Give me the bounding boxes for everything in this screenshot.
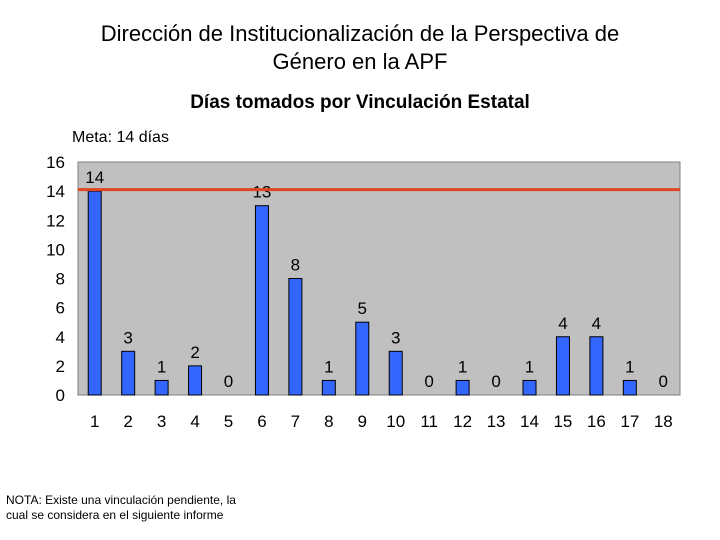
- bar: [555, 336, 570, 396]
- y-tick-label: 2: [56, 357, 65, 376]
- x-tick-label: 4: [190, 412, 199, 431]
- x-tick-label: 14: [520, 412, 539, 431]
- x-tick-label: 13: [487, 412, 506, 431]
- x-tick-label: 6: [257, 412, 266, 431]
- target-label: Meta: 14 días: [72, 129, 169, 146]
- y-tick-label: 8: [56, 270, 65, 289]
- y-tick-label: 10: [46, 240, 65, 259]
- data-label: 0: [659, 372, 668, 391]
- x-tick-label: 2: [123, 412, 132, 431]
- slide-title-line-2: Género en la APF: [272, 49, 448, 74]
- bar: [455, 379, 470, 396]
- x-tick-label: 5: [224, 412, 233, 431]
- data-label: 5: [358, 299, 367, 318]
- x-tick-label: 9: [358, 412, 367, 431]
- data-label: 1: [625, 357, 634, 376]
- data-label: 1: [324, 357, 333, 376]
- bars: [87, 190, 637, 396]
- slide-title: Dirección de Institucionalización de la …: [0, 20, 720, 76]
- y-tick-label: 0: [56, 386, 65, 405]
- bar: [622, 379, 637, 396]
- bar: [87, 190, 102, 396]
- bar: [388, 350, 403, 396]
- bar: [288, 278, 303, 396]
- y-tick-label: 16: [46, 153, 65, 172]
- data-label: 4: [558, 314, 567, 333]
- data-label: 0: [224, 372, 233, 391]
- data-label: 3: [123, 328, 132, 347]
- data-label: 13: [252, 183, 271, 202]
- data-label: 0: [491, 372, 500, 391]
- x-tick-label: 16: [587, 412, 606, 431]
- footnote: NOTA: Existe una vinculación pendiente, …: [6, 493, 236, 522]
- data-label: 1: [525, 357, 534, 376]
- bar: [522, 379, 537, 396]
- x-tick-label: 10: [386, 412, 405, 431]
- data-label: 4: [592, 314, 601, 333]
- data-label: 1: [157, 357, 166, 376]
- x-tick-label: 8: [324, 412, 333, 431]
- y-tick-label: 4: [56, 328, 65, 347]
- x-tick-label: 3: [157, 412, 166, 431]
- bar: [589, 336, 604, 396]
- x-tick-label: 12: [453, 412, 472, 431]
- chart-title: Días tomados por Vinculación Estatal: [190, 92, 530, 113]
- x-tick-label: 7: [291, 412, 300, 431]
- y-tick-label: 12: [46, 211, 65, 230]
- y-tick-label: 14: [46, 182, 65, 201]
- data-label: 14: [85, 168, 104, 187]
- data-label: 3: [391, 328, 400, 347]
- bar: [355, 321, 370, 396]
- y-axis-ticks: 0 2 4 6 8 10 12 14 16: [46, 153, 65, 405]
- plot-area: [77, 161, 681, 396]
- x-tick-label: 15: [553, 412, 572, 431]
- x-tick-label: 11: [420, 412, 438, 431]
- data-label: 1: [458, 357, 467, 376]
- x-tick-label: 17: [620, 412, 639, 431]
- bar: [321, 379, 336, 396]
- data-label: 0: [424, 372, 433, 391]
- data-label: 8: [291, 256, 300, 275]
- bar: [121, 350, 136, 396]
- slide-title-line-1: Dirección de Institucionalización de la …: [100, 21, 620, 46]
- x-axis-ticks: 1 2 3 4 5 6 7 8 9 10 11 12 13 14 15 16 17 18: [90, 412, 673, 431]
- data-label: 2: [190, 343, 199, 362]
- x-tick-label: 1: [90, 412, 99, 431]
- bar: [154, 379, 169, 396]
- y-tick-label: 6: [56, 299, 65, 318]
- bar: [254, 205, 269, 396]
- bar: [188, 365, 203, 396]
- x-tick-label: 18: [654, 412, 673, 431]
